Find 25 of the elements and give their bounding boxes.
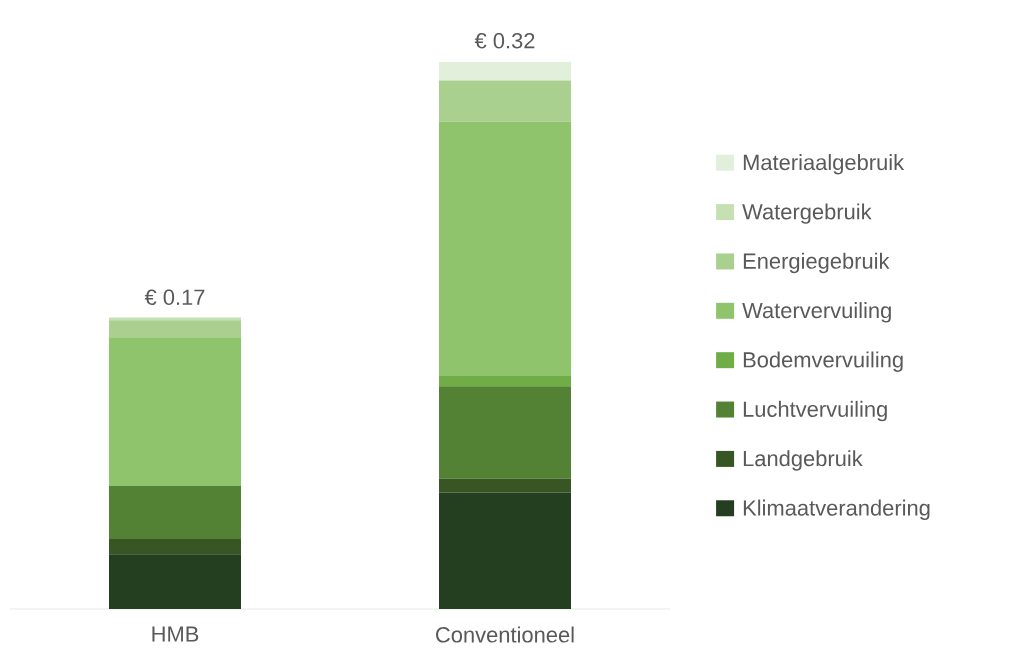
bar (109, 320, 241, 338)
x-tick-label: HMB (152, 626, 199, 642)
legend-label: Energiegebruik (743, 252, 890, 274)
legend-label: Watervervuiling (742, 302, 891, 323)
bar (439, 61, 571, 81)
bar (439, 386, 571, 479)
legend-label: Luchtvervuiling (743, 400, 887, 422)
x-tick-label: Conventioneel (436, 626, 574, 643)
legend-label: Klimaatverandering (743, 499, 930, 520)
bar (109, 485, 241, 539)
annotation: € 0.32 (474, 32, 535, 49)
bar (439, 80, 571, 122)
annotation: € 0.17 (144, 289, 205, 306)
legend-label: Watergebruik (742, 203, 872, 224)
bar (439, 121, 571, 376)
legend-label: Landgebruik (743, 450, 863, 471)
bar (439, 375, 571, 387)
legend-label: Bodemvervuiling (743, 351, 903, 372)
bar (109, 317, 241, 321)
legend-label: Materiaalgebruik (743, 154, 905, 175)
bar (439, 492, 571, 609)
bar (109, 337, 241, 486)
bar (109, 538, 241, 555)
bar (439, 478, 571, 493)
bar (109, 554, 241, 609)
